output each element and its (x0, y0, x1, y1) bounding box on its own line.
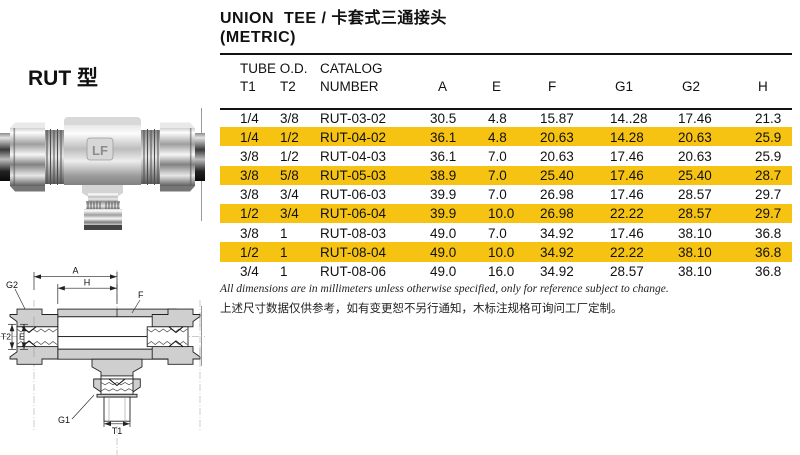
svg-text:E: E (19, 332, 25, 342)
svg-text:T2: T2 (1, 332, 11, 342)
svg-text:G1: G1 (58, 415, 70, 425)
svg-text:F: F (138, 290, 144, 300)
svg-text:LF: LF (92, 143, 108, 158)
svg-text:T1: T1 (112, 426, 123, 436)
svg-text:G2: G2 (6, 280, 18, 290)
svg-text:H: H (84, 278, 91, 288)
svg-text:A: A (72, 266, 78, 276)
